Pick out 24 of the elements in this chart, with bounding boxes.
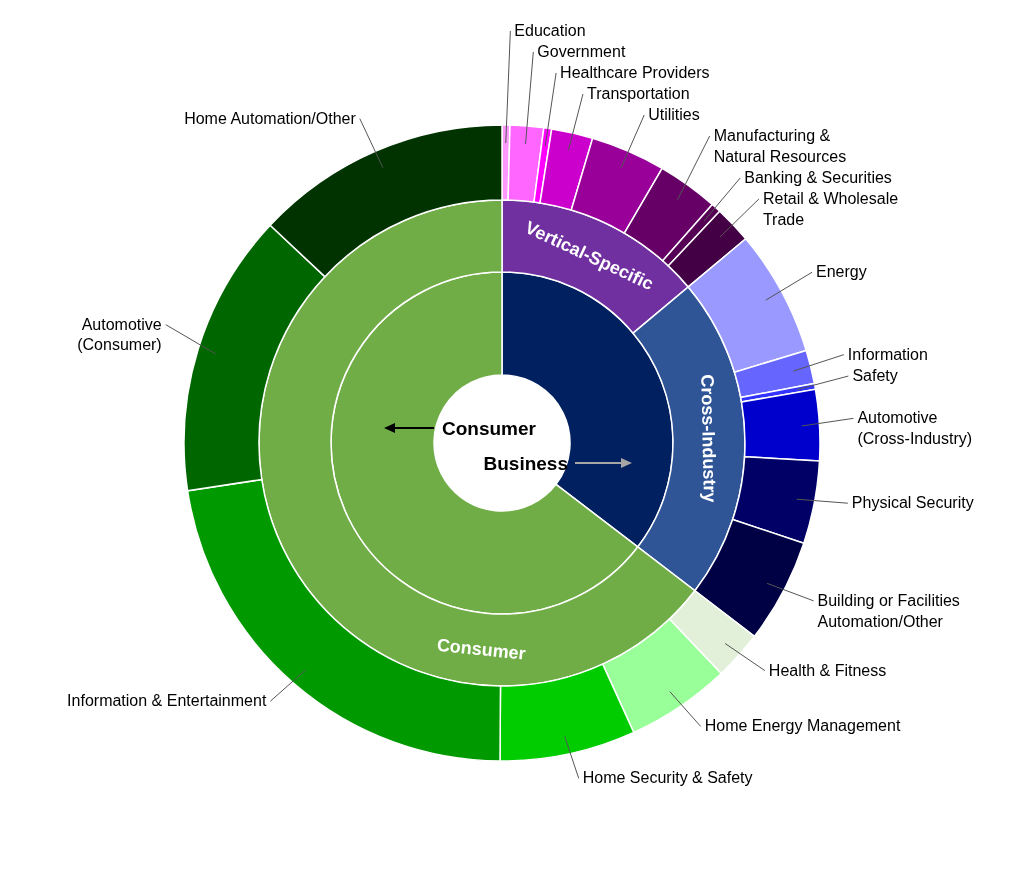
slice-label: Information — [847, 345, 928, 363]
slice-label: Consumer — [442, 417, 537, 439]
slice-label: Cross-Industry — [697, 374, 721, 503]
slice-label: Transportation — [586, 84, 690, 102]
slice-label: Business — [483, 452, 568, 474]
slice-label: Building or Facilities Automation/Other — [817, 591, 960, 630]
slice-label: Health & Fitness — [768, 661, 887, 679]
slice-label: Home Automation/Other — [184, 109, 357, 127]
slice-label: Energy — [816, 263, 867, 281]
slice-label: Banking & Securities — [744, 168, 892, 186]
slice-label: Home Energy Management — [704, 717, 901, 735]
slice-label: Information & Entertainment — [67, 692, 267, 710]
slice-label: Education — [514, 21, 586, 39]
slice-label: Healthcare Providers — [560, 63, 710, 81]
slice-label: Utilities — [648, 105, 700, 123]
slice-label: Physical Security — [851, 494, 974, 512]
slice-label: Manufacturing & Natural Resources — [713, 126, 847, 165]
slice-label: Consumer — [436, 634, 527, 664]
slice-label: Retail & Wholesale Trade — [762, 189, 899, 228]
slice-label: Automotive (Consumer) — [77, 315, 162, 354]
slice-label: Safety — [852, 367, 898, 385]
slice-label: Automotive (Cross-Industry) — [857, 409, 973, 448]
slice-label: Home Security & Safety — [582, 769, 753, 787]
slice-label: Government — [537, 42, 626, 60]
